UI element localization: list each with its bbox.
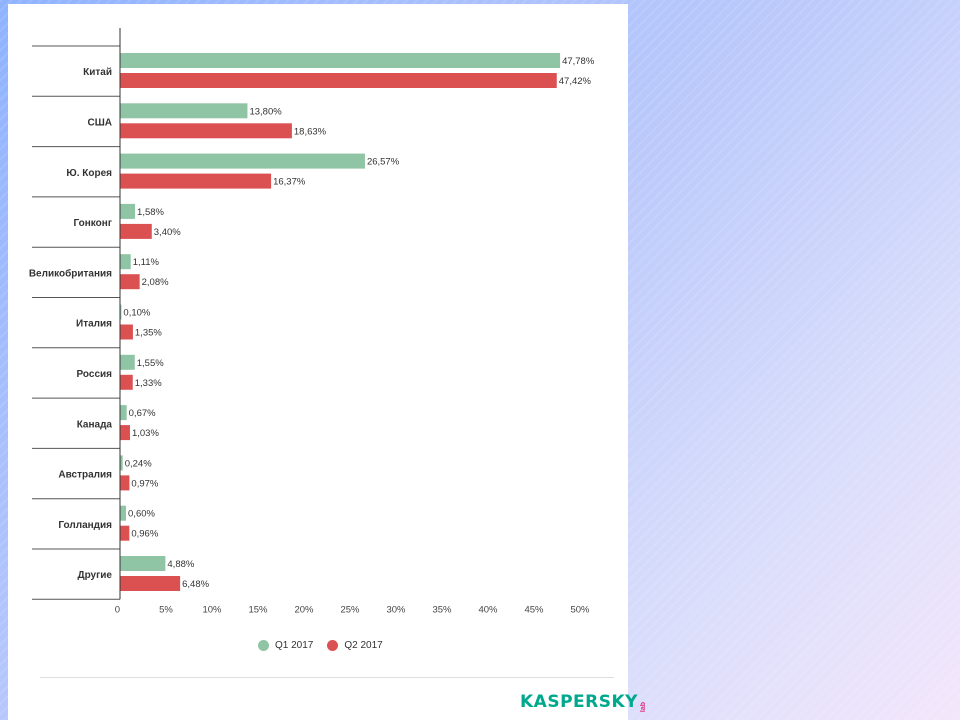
data-label-q2: 16,37% bbox=[273, 177, 306, 188]
data-label-q2: 18,63% bbox=[294, 126, 327, 137]
bar-q1 bbox=[120, 556, 166, 571]
data-label-q2: 0,97% bbox=[131, 478, 158, 489]
data-label-q1: 0,67% bbox=[129, 408, 156, 419]
data-label-q2: 1,33% bbox=[135, 378, 162, 389]
bar-q1 bbox=[120, 203, 136, 219]
category-label: Россия bbox=[76, 369, 112, 380]
bar-q2 bbox=[120, 425, 130, 441]
data-label-q1: 0,24% bbox=[125, 458, 152, 469]
bar-q2 bbox=[120, 324, 133, 340]
category-label: Гонконг bbox=[73, 218, 112, 229]
category-label: Китай bbox=[83, 67, 112, 78]
x-tick-label: 35% bbox=[432, 604, 452, 615]
category-label: Ю. Корея bbox=[66, 168, 112, 179]
data-label-q1: 26,57% bbox=[367, 157, 400, 168]
x-tick-label: 30% bbox=[386, 604, 406, 615]
legend-swatch-q2 bbox=[327, 640, 339, 651]
bar-q1 bbox=[120, 505, 127, 521]
bar-q2 bbox=[120, 374, 133, 390]
legend-label-q2: Q2 2017 bbox=[344, 640, 383, 651]
bar-q1 bbox=[120, 53, 561, 68]
bar-q2 bbox=[120, 173, 272, 189]
bar-q1 bbox=[120, 455, 123, 471]
legend-item-q2[interactable]: Q2 2017 bbox=[327, 640, 383, 651]
bar-q2 bbox=[120, 123, 292, 139]
data-label-q1: 4,88% bbox=[167, 559, 194, 570]
x-tick-label: 0 bbox=[115, 604, 120, 615]
bar-q2 bbox=[120, 576, 181, 591]
category-label: США bbox=[88, 117, 113, 128]
x-tick-label: 20% bbox=[294, 604, 314, 615]
category-label: Канада bbox=[77, 419, 113, 430]
category-label: Австралия bbox=[58, 470, 112, 481]
x-tick-label: 40% bbox=[478, 604, 498, 615]
data-label-q2: 47,42% bbox=[559, 76, 592, 87]
bar-q1 bbox=[120, 304, 122, 320]
legend: Q1 2017 Q2 2017 bbox=[258, 640, 383, 651]
legend-label-q1: Q1 2017 bbox=[275, 640, 314, 651]
category-label: Великобритания bbox=[29, 267, 112, 279]
footer-divider bbox=[40, 677, 614, 678]
bar-q2 bbox=[120, 525, 130, 541]
data-label-q1: 0,60% bbox=[128, 509, 155, 520]
data-label-q2: 2,08% bbox=[142, 277, 169, 288]
data-label-q2: 1,03% bbox=[132, 428, 159, 439]
bar-q2 bbox=[120, 73, 557, 88]
data-label-q1: 0,10% bbox=[123, 308, 150, 319]
data-label-q1: 1,11% bbox=[133, 257, 160, 268]
chart-card: Китай 47,78% 47,42% США 13,80% 18,63% Ю. Корея… bbox=[8, 4, 647, 720]
category-label: Италия bbox=[76, 319, 112, 330]
data-label-q2: 6,48% bbox=[182, 579, 209, 590]
bar-q1 bbox=[120, 405, 127, 421]
bar-q2 bbox=[120, 223, 152, 239]
logo-text: KASPERSKY bbox=[520, 692, 638, 712]
logo-lab-text: lab bbox=[639, 701, 647, 712]
x-tick-label: 15% bbox=[248, 604, 268, 615]
data-label-q2: 1,35% bbox=[135, 328, 162, 339]
x-tick-label: 45% bbox=[524, 604, 544, 615]
category-label: Другие bbox=[77, 570, 112, 581]
bar-q1 bbox=[120, 354, 135, 370]
bar-q2 bbox=[120, 475, 130, 491]
bar-chart: Китай 47,78% 47,42% США 13,80% 18,63% Ю. Корея… bbox=[29, 28, 595, 615]
kaspersky-logo: KASPERSKY lab bbox=[520, 692, 647, 712]
x-tick-label: 5% bbox=[159, 604, 173, 615]
data-label-q2: 3,40% bbox=[154, 227, 181, 238]
data-label-q1: 1,58% bbox=[137, 207, 164, 218]
bar-q1 bbox=[120, 153, 365, 169]
data-label-q2: 0,96% bbox=[131, 529, 158, 540]
category-label: Голландия bbox=[58, 520, 112, 531]
bar-q2 bbox=[120, 274, 140, 290]
bar-q1 bbox=[120, 103, 248, 119]
legend-item-q1[interactable]: Q1 2017 bbox=[258, 640, 313, 651]
bar-q1 bbox=[120, 254, 131, 270]
x-tick-label: 10% bbox=[202, 604, 222, 615]
data-label-q1: 1,55% bbox=[137, 358, 164, 369]
x-tick-label: 25% bbox=[340, 604, 360, 615]
x-tick-label: 50% bbox=[570, 604, 590, 615]
data-label-q1: 13,80% bbox=[249, 106, 282, 117]
data-label-q1: 47,78% bbox=[562, 56, 595, 67]
legend-swatch-q1 bbox=[258, 640, 269, 651]
